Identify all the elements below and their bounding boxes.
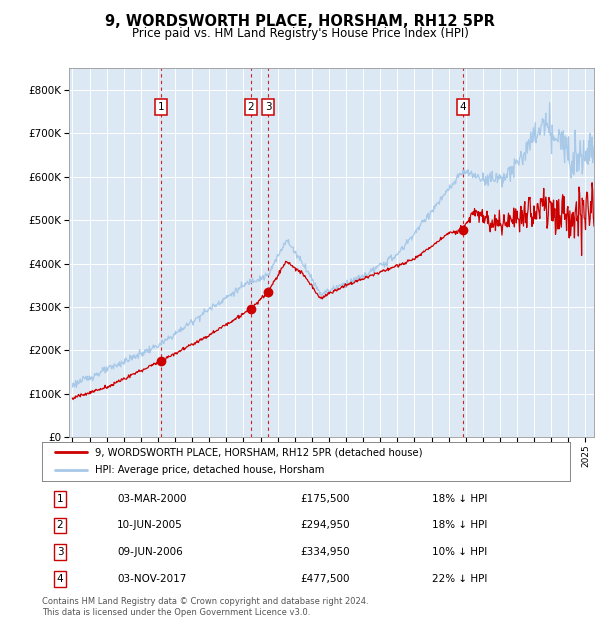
Text: 1: 1 xyxy=(56,494,64,504)
Text: £175,500: £175,500 xyxy=(300,494,349,504)
Text: Price paid vs. HM Land Registry's House Price Index (HPI): Price paid vs. HM Land Registry's House … xyxy=(131,27,469,40)
Text: 3: 3 xyxy=(265,102,271,112)
Text: 03-NOV-2017: 03-NOV-2017 xyxy=(117,574,187,584)
Text: 10% ↓ HPI: 10% ↓ HPI xyxy=(432,547,487,557)
Text: 9, WORDSWORTH PLACE, HORSHAM, RH12 5PR: 9, WORDSWORTH PLACE, HORSHAM, RH12 5PR xyxy=(105,14,495,29)
Text: 18% ↓ HPI: 18% ↓ HPI xyxy=(432,520,487,531)
Text: 9, WORDSWORTH PLACE, HORSHAM, RH12 5PR (detached house): 9, WORDSWORTH PLACE, HORSHAM, RH12 5PR (… xyxy=(95,448,422,458)
Text: Contains HM Land Registry data © Crown copyright and database right 2024.
This d: Contains HM Land Registry data © Crown c… xyxy=(42,598,368,617)
Text: 09-JUN-2006: 09-JUN-2006 xyxy=(117,547,183,557)
Text: 4: 4 xyxy=(460,102,466,112)
Text: 10-JUN-2005: 10-JUN-2005 xyxy=(117,520,183,531)
Text: HPI: Average price, detached house, Horsham: HPI: Average price, detached house, Hors… xyxy=(95,465,324,475)
Text: 3: 3 xyxy=(56,547,64,557)
Text: £294,950: £294,950 xyxy=(300,520,350,531)
Text: £477,500: £477,500 xyxy=(300,574,349,584)
Text: 4: 4 xyxy=(56,574,64,584)
Text: 2: 2 xyxy=(56,520,64,531)
Text: £334,950: £334,950 xyxy=(300,547,350,557)
Text: 18% ↓ HPI: 18% ↓ HPI xyxy=(432,494,487,504)
Text: 22% ↓ HPI: 22% ↓ HPI xyxy=(432,574,487,584)
Text: 2: 2 xyxy=(248,102,254,112)
Text: 1: 1 xyxy=(158,102,164,112)
Text: 03-MAR-2000: 03-MAR-2000 xyxy=(117,494,187,504)
